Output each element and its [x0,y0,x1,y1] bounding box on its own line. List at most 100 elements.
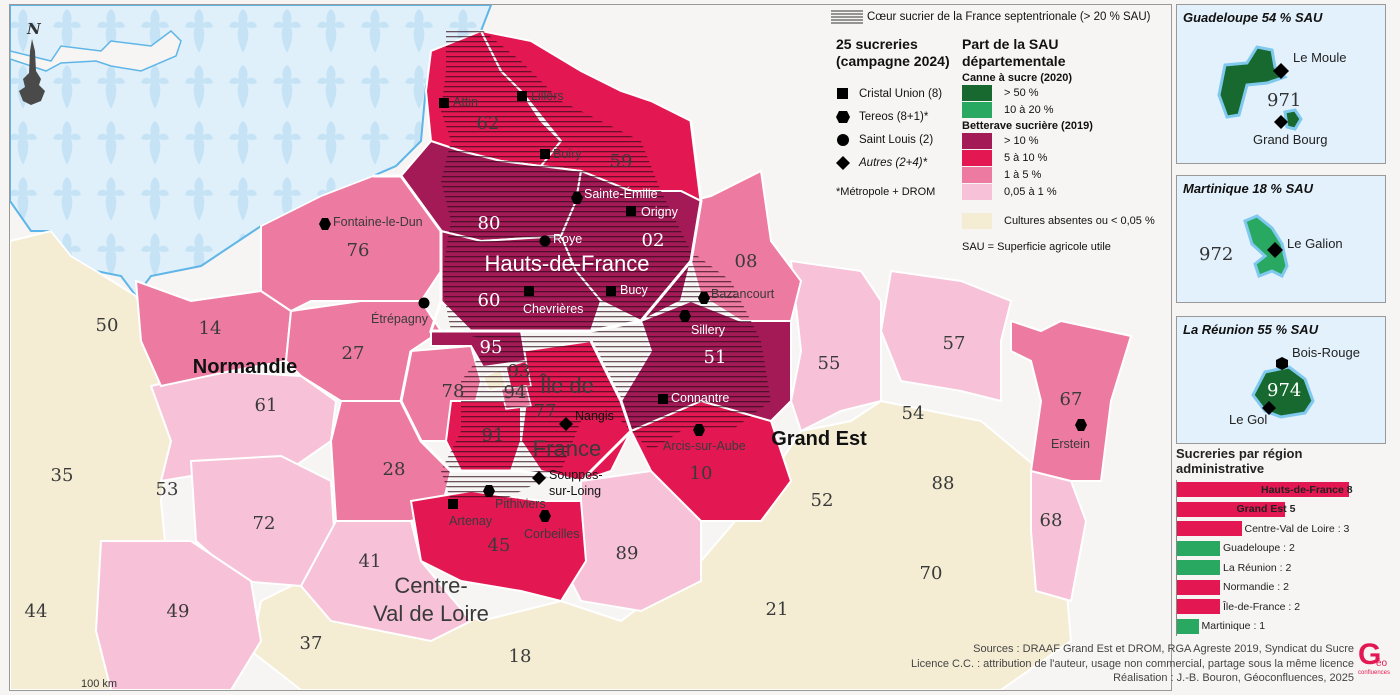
legend-cristal-union: Cristal Union (8) [836,82,956,105]
dept-label-28: 28 [383,459,406,480]
svg-text:Pithiviers: Pithiviers [495,497,546,511]
svg-text:974: 974 [1267,380,1301,401]
bar-row--le-de-france: Île-de-France : 2 [1177,597,1391,617]
hexagon-icon [1075,419,1087,431]
svg-text:Bois-Rouge: Bois-Rouge [1292,345,1360,360]
sugar-mill-lillers: Lillers [517,89,564,103]
inset-guadeloupe: Guadeloupe 54 % SAU Le Moule Grand Bourg… [1176,4,1386,164]
legend-cane-10to20: 10 à 20 % [962,101,1162,118]
north-arrow-icon: N [19,20,45,105]
region-label: France [533,436,601,461]
bar-row-centre-val-de-loire: Centre-Val de Loire : 3 [1177,519,1391,539]
bar [1177,618,1199,634]
region-label: Hauts-de-France [484,251,649,276]
legend-saint-louis: Saint Louis (2) [836,128,956,151]
dept-label-45: 45 [488,535,511,556]
legend-footnote: *Métropole + DROM [836,186,936,198]
square-icon [626,206,636,216]
bar [1177,579,1220,595]
circle-icon [539,235,551,247]
sugar-mill-origny: Origny [626,205,679,219]
hexagon-icon [483,485,495,497]
dept-label-95: 95 [480,337,503,358]
dept-label-57: 57 [943,333,966,354]
svg-text:Chevrières: Chevrières [523,302,583,316]
hexagon-icon [698,292,710,304]
geoconfluences-logo[interactable]: G éo confluences [1358,638,1391,677]
square-icon [658,394,668,404]
cane-title: Canne à sucre (2020) [962,72,1073,84]
svg-text:971: 971 [1267,90,1301,111]
diamond-icon [1267,242,1283,258]
sugar-mill-bucy: Bucy [606,283,649,297]
share-legend: Part de la SAU départementale Canne à su… [962,36,1162,253]
sugar-mill-nangis: Nangis [559,409,614,431]
dept-label-37: 37 [300,633,323,654]
square-icon [540,149,550,159]
dept-label-49: 49 [167,601,190,622]
sugar-mill-sillery: Sillery [679,310,726,337]
dept-label-50: 50 [96,315,119,336]
diamond-icon [836,155,850,170]
sugar-mill-corbeilles: Corbeilles [524,510,580,541]
square-icon [517,91,527,101]
sugar-mill-boiry: Boiry [540,147,582,161]
hexagon-icon [693,424,705,436]
bar-row-normandie: Normandie : 2 [1177,578,1391,598]
dept-label-10: 10 [690,463,713,484]
credits: Sources : DRAAF Grand Est et DROM, RGA A… [911,642,1354,686]
bar [1177,599,1220,615]
mills-title-2: (campagne 2024) [836,53,950,69]
sugar-mill-sainte-milie: Sainte-Émilie [571,186,658,204]
dept-label-61: 61 [255,395,278,416]
dept-label-93: 93 [508,361,531,382]
dept-label-35: 35 [51,465,74,486]
region-boundary [399,340,633,483]
region-label: Grand Est [771,428,867,450]
svg-text:Erstein: Erstein [1051,437,1090,451]
dept-label-18: 18 [509,646,532,667]
sugar-mill-chevri-res: Chevrières [523,286,583,316]
circle-icon [418,297,430,309]
bar [1177,501,1285,517]
sugar-mill-erstein: Erstein [1051,419,1090,451]
map-frame: 62 59 80 02 60 76 08 51 55 57 67 68 54 88 52 70 21 10 95 93… [9,4,1172,691]
dept-label-89: 89 [616,543,639,564]
dept-label-27: 27 [342,343,365,364]
scale-label: 100 km [81,678,118,690]
svg-text:Sainte-Émilie: Sainte-Émilie [584,186,658,201]
square-icon [836,87,850,100]
hexagon-icon [1276,357,1288,370]
hatch-label: Cœur sucrier de la France septentrionale… [867,11,1151,23]
svg-text:Arcis-sur-Aube: Arcis-sur-Aube [663,439,746,453]
dept-41 [299,520,473,643]
diamond-icon [559,417,573,431]
svg-text:Connantre: Connantre [671,391,729,405]
legend-autres: Autres (2+4)* [836,151,956,174]
sugar-mill-roye: Roye [539,232,582,247]
svg-text:Le Gol: Le Gol [1229,412,1267,427]
mills-legend: 25 sucreries (campagne 2024) Cristal Uni… [836,36,956,198]
svg-text:Grand Bourg: Grand Bourg [1253,132,1327,147]
dept-label-60: 60 [478,290,501,311]
bar-row-hauts-de-france: Hauts-de-France 8 [1177,480,1391,500]
bar [1177,521,1242,537]
sugar-mill-markers: Attin Lillers Boiry Sainte-Émilie Origny Font… [319,89,1090,541]
legend-beet-005to1: 0,05 à 1 % [962,183,1162,200]
sugar-mill--tr-pagny: Étrépagny [371,297,430,326]
sugar-mill-sur-loing: sur-Loing [549,484,601,498]
martinique-shape: Le Galion 972 [1199,214,1343,279]
hatch-legend: Cœur sucrier de la France septentrionale… [831,10,1150,24]
dept-label-88: 88 [932,473,955,494]
bar [1177,540,1220,556]
dept-label-14: 14 [199,318,222,339]
region-label: Centre- [394,573,467,598]
dept-label-51: 51 [704,347,727,368]
region-labels: Hauts-de-France Normandie Grand Est Île de F… [193,251,867,626]
dept-label-59: 59 [610,151,633,172]
department-labels: 62 59 80 02 60 76 08 51 55 57 67 68 54 88 52 70 21 10 9593… [25,113,1083,667]
square-icon [448,499,458,509]
authorship: Réalisation : J.-B. Bouron, Géoconfluenc… [1113,672,1354,684]
bar-row-guadeloupe: Guadeloupe : 2 [1177,539,1391,559]
svg-text:Nangis: Nangis [575,409,614,423]
